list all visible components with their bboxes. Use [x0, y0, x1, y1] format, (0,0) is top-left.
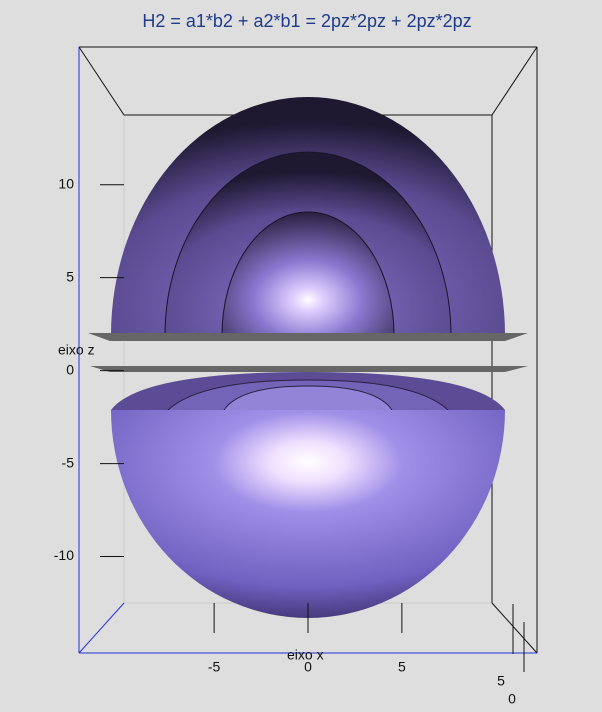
z-axis-label: eixo z: [58, 342, 95, 358]
z-tick-label: 0: [66, 361, 74, 377]
z-tick-label: 5: [66, 268, 74, 284]
x-tick-label: -5: [208, 659, 221, 675]
y-tick-label: 0: [508, 691, 516, 707]
shell-bowl: [111, 410, 505, 618]
z-tick-label: -5: [62, 454, 75, 470]
z-tick-label: 10: [58, 175, 74, 191]
y-tick-label: 5: [497, 673, 505, 689]
x-axis-label: eixo x: [287, 647, 324, 663]
chart-title: H2 = a1*b2 + a2*b1 = 2pz*2pz + 2pz*2pz: [142, 11, 471, 31]
x-tick-label: 0: [304, 659, 312, 675]
z-tick-label: -10: [54, 547, 74, 563]
plane: [88, 333, 528, 341]
x-tick-label: 5: [398, 659, 406, 675]
plane: [90, 366, 528, 372]
shell-lower-ring: [223, 385, 393, 411]
